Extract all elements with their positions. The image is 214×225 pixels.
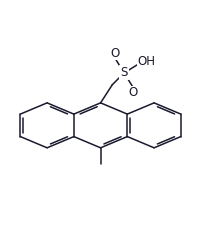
Text: S: S [120, 66, 128, 79]
Text: O: O [129, 86, 138, 99]
Text: O: O [110, 47, 120, 59]
Text: OH: OH [138, 55, 156, 68]
